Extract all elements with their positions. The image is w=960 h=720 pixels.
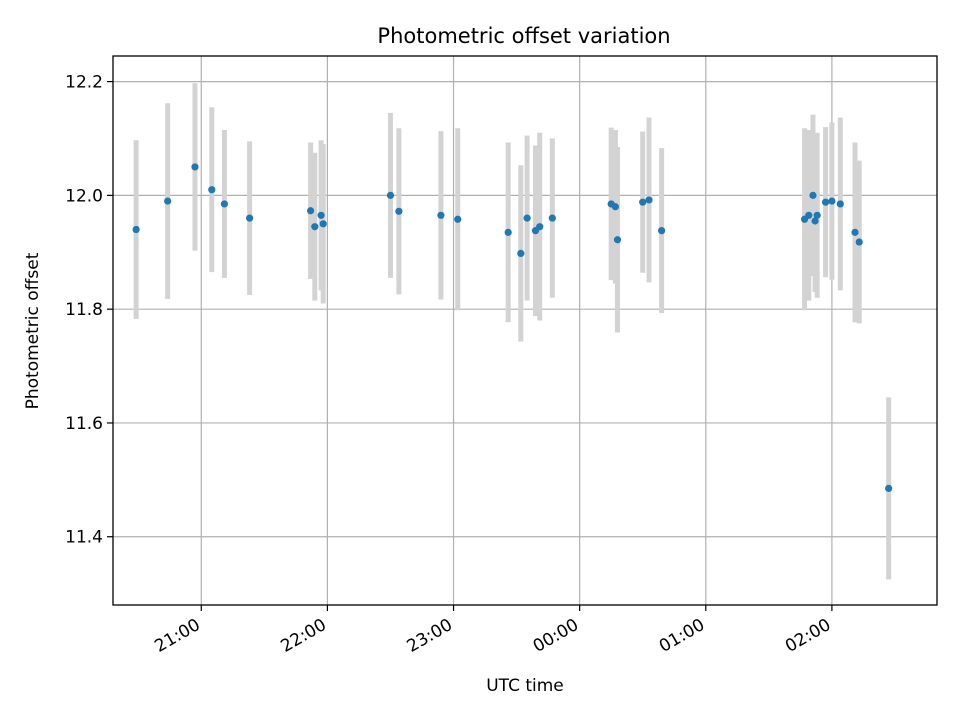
data-point [828, 197, 836, 205]
data-point [191, 163, 199, 171]
x-axis-label: UTC time [486, 676, 564, 696]
data-point [504, 228, 512, 236]
data-point [811, 217, 819, 225]
data-point [523, 214, 531, 222]
x-axis-ticks: 21:00 22:00 23:00 00:00 01:00 02:00 [151, 605, 834, 657]
data-point [319, 220, 327, 228]
x-tick-label: 00:00 [530, 615, 582, 657]
data-point [805, 211, 813, 219]
data-point [851, 228, 859, 236]
data-point [220, 200, 229, 208]
data-point [658, 227, 666, 235]
data-point [164, 197, 172, 205]
data-point [836, 200, 844, 208]
data-point [809, 191, 817, 199]
x-tick-label: 21:00 [151, 615, 203, 657]
y-tick-label: 12.0 [65, 186, 103, 206]
data-point [306, 207, 315, 215]
data-point [639, 198, 647, 206]
x-tick-label: 22:00 [277, 615, 329, 657]
y-axis-ticks: 11.4 11.6 11.8 12.0 12.2 [65, 73, 113, 548]
data-point [317, 211, 325, 219]
data-point [311, 223, 319, 231]
data-point [208, 186, 216, 194]
y-tick-label: 11.8 [65, 300, 103, 320]
data-point [855, 238, 863, 246]
y-axis-label: Photometric offset [23, 252, 43, 409]
x-tick-label: 02:00 [782, 615, 834, 657]
data-point [246, 214, 254, 222]
plot-frame [112, 55, 938, 606]
data-point [821, 198, 830, 206]
data-point [132, 225, 140, 234]
data-point [613, 236, 622, 244]
data-point [536, 223, 544, 231]
x-tick-label: 01:00 [656, 615, 708, 657]
data-point [813, 211, 821, 219]
x-tick-label: 23:00 [404, 615, 456, 657]
data-point [454, 215, 462, 223]
data-point [386, 191, 395, 199]
data-point [437, 211, 445, 219]
y-tick-label: 12.2 [65, 73, 103, 93]
data-point [611, 203, 619, 211]
errorbars [133, 83, 892, 580]
data-point [395, 207, 403, 215]
data-point [517, 249, 525, 258]
y-tick-label: 11.4 [65, 528, 103, 548]
data-point [548, 214, 556, 222]
data-points [132, 163, 893, 492]
y-tick-label: 11.6 [65, 414, 103, 434]
data-point [645, 196, 653, 204]
data-point [885, 484, 893, 492]
chart-title: Photometric offset variation [377, 24, 670, 48]
